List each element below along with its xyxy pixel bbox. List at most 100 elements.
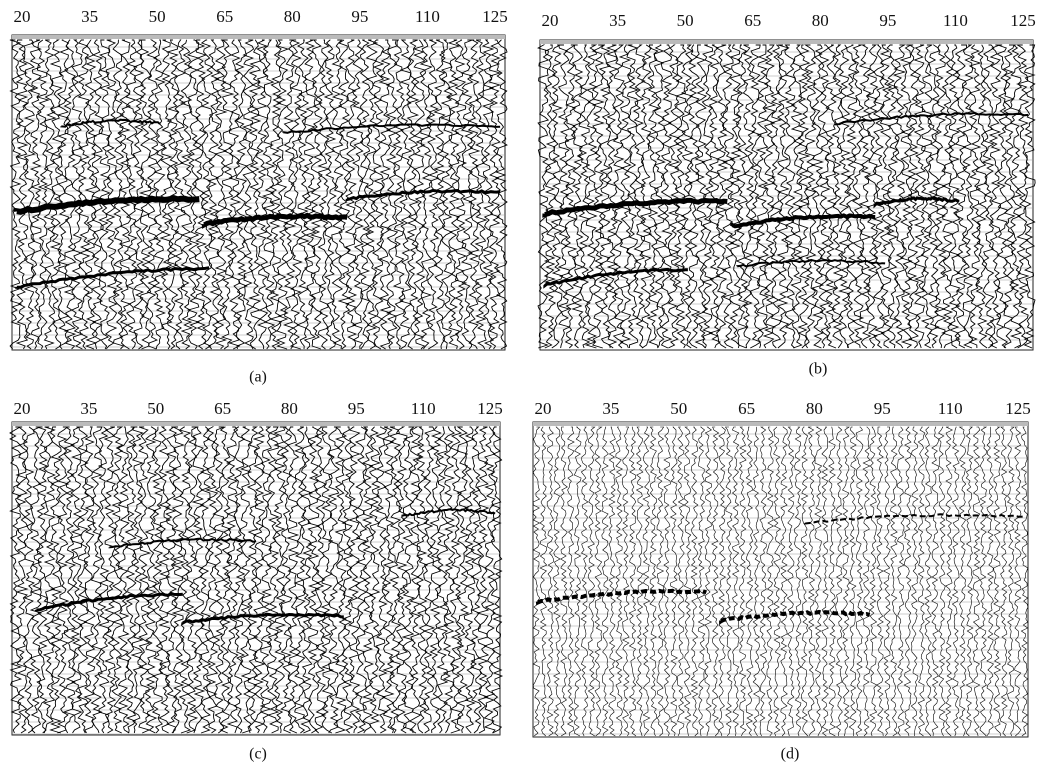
trace bbox=[988, 44, 1002, 349]
trace bbox=[766, 426, 775, 737]
trace bbox=[573, 426, 582, 737]
x-tick-label: 80 bbox=[281, 399, 298, 418]
trace bbox=[615, 426, 623, 737]
x-tick-label: 110 bbox=[943, 11, 968, 30]
trace bbox=[855, 426, 864, 737]
trace bbox=[173, 39, 187, 350]
trace bbox=[883, 426, 891, 737]
trace bbox=[275, 39, 290, 350]
trace bbox=[979, 426, 988, 737]
trace bbox=[571, 44, 585, 349]
x-tick-label: 35 bbox=[80, 399, 97, 418]
trace bbox=[697, 426, 706, 737]
x-tick-label: 50 bbox=[147, 399, 164, 418]
trace bbox=[207, 39, 221, 350]
trace bbox=[23, 39, 36, 350]
x-tick-label: 95 bbox=[879, 11, 896, 30]
trace bbox=[663, 426, 671, 737]
trace bbox=[537, 44, 550, 349]
trace bbox=[296, 39, 310, 350]
trace bbox=[365, 39, 379, 350]
trace bbox=[821, 426, 829, 737]
trace bbox=[194, 39, 208, 350]
trace bbox=[234, 39, 248, 350]
trace bbox=[831, 44, 844, 349]
trace bbox=[118, 39, 132, 350]
trace bbox=[242, 39, 255, 350]
trace bbox=[354, 426, 368, 734]
reflection-event bbox=[181, 612, 344, 626]
trace bbox=[381, 426, 395, 734]
trace bbox=[993, 426, 1002, 737]
trace bbox=[557, 44, 571, 349]
trace bbox=[708, 44, 722, 349]
x-tick-label: 20 bbox=[14, 399, 31, 418]
trace bbox=[724, 426, 733, 737]
trace bbox=[261, 39, 276, 350]
trace bbox=[266, 426, 280, 734]
trace bbox=[456, 426, 470, 734]
reflection-event bbox=[15, 266, 210, 289]
trace bbox=[910, 426, 919, 737]
trace bbox=[890, 426, 898, 737]
trace bbox=[15, 39, 29, 350]
reflection-event bbox=[719, 609, 871, 625]
trace bbox=[776, 44, 790, 349]
trace bbox=[130, 426, 144, 734]
trace bbox=[917, 426, 926, 737]
trace bbox=[876, 426, 884, 737]
x-tick-label: 35 bbox=[81, 7, 98, 26]
trace bbox=[112, 39, 125, 350]
trace bbox=[1007, 426, 1015, 737]
trace bbox=[289, 39, 303, 350]
trace bbox=[539, 426, 548, 737]
trace bbox=[233, 426, 246, 734]
trace bbox=[704, 426, 713, 737]
trace bbox=[49, 39, 63, 350]
trace bbox=[70, 426, 83, 734]
trace bbox=[83, 426, 97, 734]
trace bbox=[300, 426, 314, 734]
trace bbox=[958, 426, 967, 737]
trace bbox=[252, 426, 266, 734]
trace bbox=[735, 44, 749, 349]
trace bbox=[422, 426, 436, 734]
trace bbox=[814, 426, 823, 737]
trace bbox=[931, 426, 939, 737]
reflection-event bbox=[201, 212, 348, 229]
trace bbox=[35, 39, 50, 350]
trace bbox=[951, 426, 960, 737]
x-tick-label: 50 bbox=[670, 399, 687, 418]
trace bbox=[907, 44, 920, 349]
x-tick-label: 80 bbox=[284, 7, 301, 26]
trace bbox=[77, 426, 90, 734]
trace bbox=[628, 426, 637, 737]
x-tick-label: 35 bbox=[602, 399, 619, 418]
trace bbox=[872, 44, 886, 349]
x-tick-label: 95 bbox=[351, 7, 368, 26]
trace bbox=[869, 426, 878, 737]
trace bbox=[938, 426, 946, 737]
x-tick-label: 125 bbox=[482, 7, 508, 26]
reflection-event bbox=[345, 188, 501, 202]
trace bbox=[368, 426, 381, 734]
trace bbox=[924, 426, 933, 737]
panel-header-bar bbox=[12, 35, 505, 39]
x-tick-label: 50 bbox=[677, 11, 694, 30]
trace bbox=[388, 426, 402, 734]
trace bbox=[553, 426, 561, 737]
x-tick-label: 65 bbox=[738, 399, 755, 418]
reflection-event bbox=[804, 513, 1024, 525]
x-tick-label: 110 bbox=[415, 7, 440, 26]
panel-caption: (c) bbox=[249, 746, 267, 763]
trace bbox=[344, 39, 358, 350]
reflection-event bbox=[542, 197, 728, 218]
x-tick-label: 20 bbox=[14, 7, 31, 26]
trace bbox=[920, 44, 934, 349]
trace bbox=[711, 426, 720, 737]
trace bbox=[770, 44, 783, 349]
trace bbox=[742, 44, 756, 349]
trace bbox=[1002, 44, 1016, 349]
trace bbox=[286, 426, 300, 734]
trace bbox=[642, 426, 651, 737]
